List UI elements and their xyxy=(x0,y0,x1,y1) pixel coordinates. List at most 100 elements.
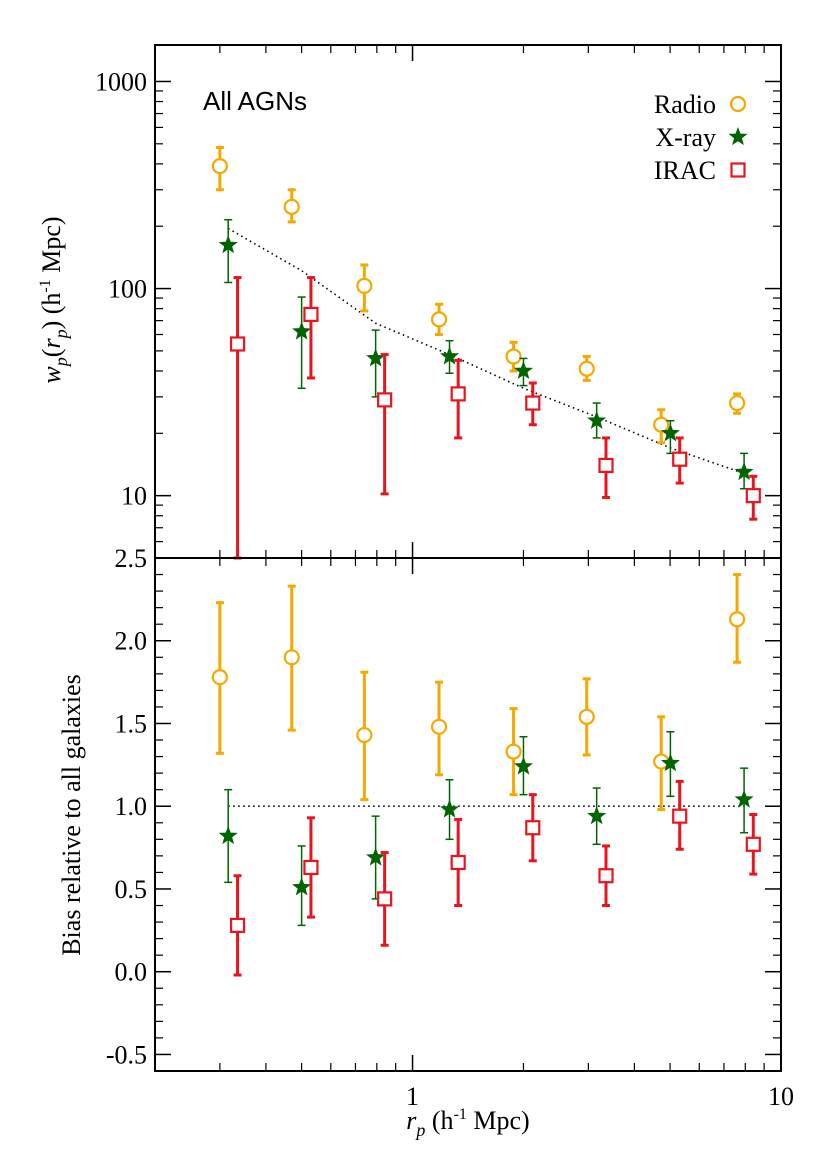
bottom-plot-frame xyxy=(154,557,782,1072)
irac-point xyxy=(745,488,761,504)
x-ray-point xyxy=(218,826,238,845)
marker-bg xyxy=(507,745,520,758)
legend: Radio X-ray IRAC xyxy=(654,90,748,185)
marker-bg xyxy=(580,362,593,375)
top-panel: 10 100 1000 All AGNs Radio X-ray IRAC wp(rp)… xyxy=(37,44,782,560)
radio-point xyxy=(505,743,522,760)
marker-bg xyxy=(285,200,298,213)
marker-bg xyxy=(433,720,446,733)
x-ray-point xyxy=(587,806,607,825)
irac-point xyxy=(598,868,614,884)
x-ray-point xyxy=(366,348,386,367)
radio-point xyxy=(653,416,670,433)
irac-point xyxy=(377,392,393,408)
marker-bg xyxy=(232,338,244,350)
radio-point xyxy=(211,158,228,175)
radio-point xyxy=(356,726,373,744)
legend-star-icon xyxy=(728,127,748,146)
y-tick-label: 2.5 xyxy=(115,544,148,573)
radio-point xyxy=(728,394,746,412)
x-ray-point xyxy=(218,235,238,254)
x-ray-point xyxy=(292,877,312,896)
x-ray-point xyxy=(366,847,386,866)
reference-line xyxy=(227,227,745,475)
y-tick-label: 2.0 xyxy=(115,627,148,656)
irac-point xyxy=(672,451,688,467)
x-tick-label: 10 xyxy=(768,1082,794,1111)
irac-point xyxy=(745,836,761,852)
x-ray-point xyxy=(513,360,533,380)
irac-point xyxy=(450,386,466,402)
radio-point xyxy=(430,311,448,328)
marker-bg xyxy=(600,870,612,882)
radio-point xyxy=(283,649,300,666)
top-series xyxy=(211,145,761,560)
x-ray-point xyxy=(734,789,754,808)
marker-bg xyxy=(655,418,668,431)
x-ray-point xyxy=(660,423,680,442)
y-tick-label: 0.5 xyxy=(115,875,148,904)
x-ray-point xyxy=(440,346,460,365)
top-plot-frame xyxy=(154,44,782,559)
radio-point xyxy=(430,718,448,735)
irac-point xyxy=(229,917,246,933)
marker-bg xyxy=(285,651,298,664)
legend-circle-icon xyxy=(729,95,747,113)
legend-label: X-ray xyxy=(655,123,716,152)
panel-annotation: All AGNs xyxy=(203,86,307,116)
x-ray-point xyxy=(440,799,460,818)
legend-label: IRAC xyxy=(654,156,716,185)
marker-bg xyxy=(358,729,371,742)
irac-point xyxy=(229,336,246,352)
bottom-ylabel: Bias relative to all galaxies xyxy=(57,674,86,956)
marker-bg xyxy=(507,350,520,363)
bottom-panel: 1 10 -0.5 0.0 0.5 1.0 1.5 2.0 2.5 Bias relative … xyxy=(57,544,794,1140)
marker-bg xyxy=(358,279,371,292)
radio-point xyxy=(356,277,373,295)
marker-bg xyxy=(747,490,759,502)
radio-point xyxy=(283,198,300,215)
marker-bg xyxy=(379,893,391,905)
y-tick-label: 1.0 xyxy=(115,792,148,821)
y-tick-label: -0.5 xyxy=(106,1040,147,1069)
y-tick-label: 1.5 xyxy=(115,709,148,738)
irac-point xyxy=(377,891,393,907)
top-ylabel: wp(rp) (h-1 Mpc) xyxy=(37,216,71,383)
irac-point xyxy=(450,854,466,871)
marker-bg xyxy=(580,710,593,723)
top-reference-line xyxy=(227,227,745,475)
marker-bg xyxy=(731,613,744,626)
marker-bg xyxy=(305,308,317,320)
x-ray-point xyxy=(292,321,312,340)
marker-bg xyxy=(600,459,612,471)
marker-bg xyxy=(433,313,446,326)
marker-bg xyxy=(379,394,391,406)
radio-point xyxy=(728,611,746,628)
marker-bg xyxy=(674,810,686,822)
xlabel: rp (h-1 Mpc) xyxy=(406,1106,529,1140)
irac-point xyxy=(525,395,541,411)
marker-bg xyxy=(213,160,226,173)
marker-bg xyxy=(527,822,539,834)
radio-point xyxy=(578,708,595,725)
marker-bg xyxy=(305,861,317,873)
marker-bg xyxy=(747,838,759,850)
radio-point xyxy=(505,348,522,365)
y-tick-label: 0.0 xyxy=(115,958,148,987)
radio-point xyxy=(211,669,228,686)
marker-bg xyxy=(213,671,226,684)
x-ray-point xyxy=(587,410,607,429)
bottom-ticks: 1 10 -0.5 0.0 0.5 1.0 1.5 2.0 2.5 xyxy=(106,544,794,1111)
marker-bg xyxy=(452,388,464,400)
irac-point xyxy=(303,306,319,323)
marker-bg xyxy=(232,919,244,931)
x-ray-point xyxy=(660,753,680,772)
x-ray-point xyxy=(513,756,533,775)
x-ray-point xyxy=(734,462,754,481)
bottom-series xyxy=(211,573,761,977)
marker-bg xyxy=(527,397,539,409)
y-tick-label: 1000 xyxy=(95,67,147,96)
x-tick-label: 1 xyxy=(406,1082,419,1111)
y-tick-label: 10 xyxy=(121,482,147,511)
